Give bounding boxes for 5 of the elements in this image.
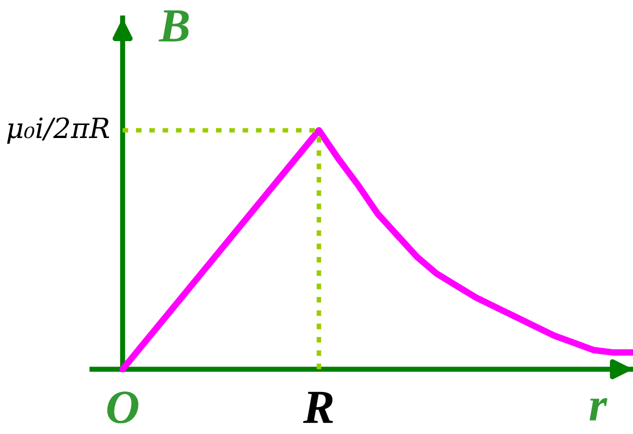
x-axis-title: r	[590, 398, 608, 420]
x-tick-label: O	[107, 392, 138, 424]
y-axis-title: B	[158, 10, 189, 42]
ref-line-label: μ₀i/2πR	[7, 117, 110, 144]
x-tick-label: R	[303, 392, 333, 423]
